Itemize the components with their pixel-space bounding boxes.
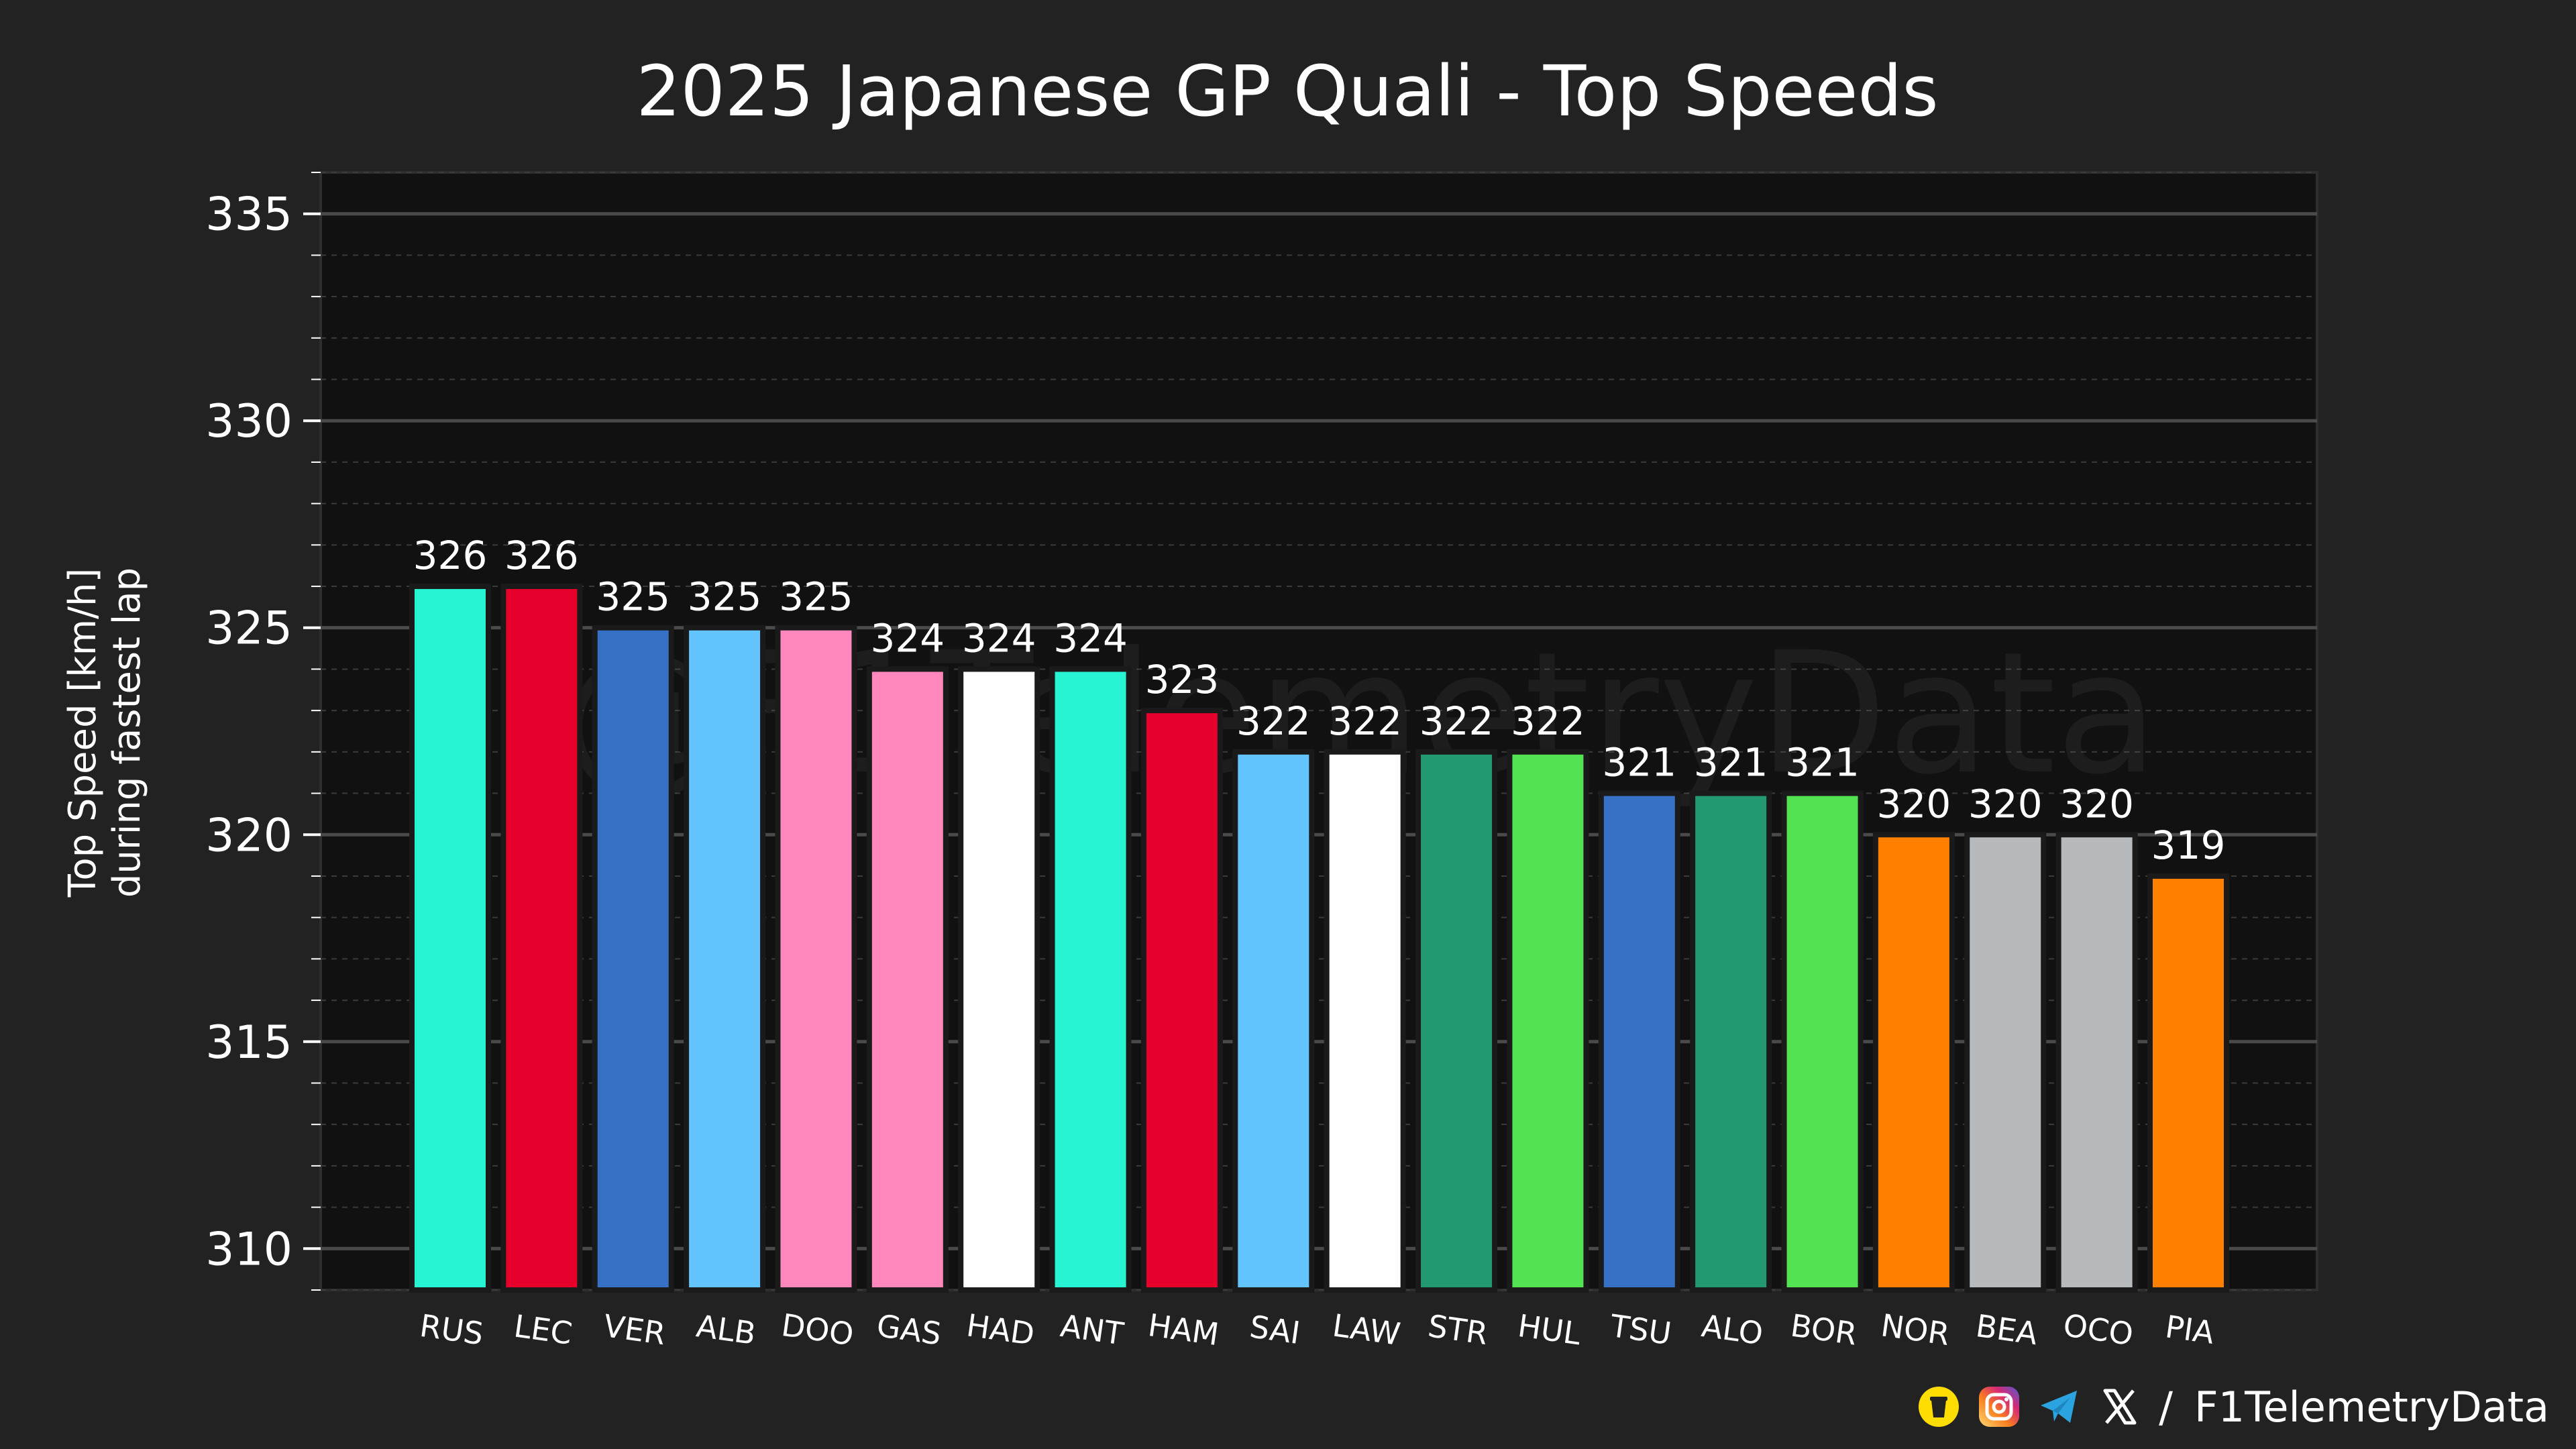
data-label: 325 — [779, 574, 853, 620]
data-label: 321 — [1785, 740, 1860, 786]
x-tick-label: TSU — [1607, 1307, 1674, 1352]
y-tick-label: 335 — [205, 189, 292, 241]
x-tick-label: HAM — [1146, 1307, 1221, 1352]
bar-bea — [1964, 832, 2047, 1293]
bar-pia — [2147, 873, 2229, 1293]
bar-lec — [500, 584, 583, 1293]
bar-doo — [775, 625, 857, 1293]
x-tick-label: LEC — [512, 1307, 574, 1352]
data-label: 320 — [1968, 781, 2043, 826]
bar-ant — [1049, 666, 1132, 1293]
data-label: 325 — [596, 574, 670, 620]
data-label: 322 — [1511, 698, 1585, 744]
y-tick-label: 325 — [205, 602, 292, 655]
data-label: 326 — [504, 533, 579, 578]
x-tick-label: HUL — [1515, 1307, 1583, 1352]
x-tick-label: BEA — [1974, 1307, 2040, 1352]
bar-had — [958, 666, 1040, 1293]
bar-nor — [1872, 832, 1955, 1293]
data-label: 321 — [1602, 740, 1676, 786]
bar-sai — [1232, 749, 1315, 1293]
data-label: 324 — [1053, 615, 1128, 661]
data-label: 323 — [1145, 657, 1220, 702]
x-tick-label: VER — [601, 1307, 667, 1352]
x-tick-label: SAI — [1248, 1308, 1303, 1351]
x-tick-label: LAW — [1330, 1307, 1403, 1352]
data-label: 322 — [1236, 698, 1311, 744]
y-axis-label: Top Speed [km/h] during fastest lap — [61, 568, 149, 898]
data-label: 321 — [1694, 740, 1768, 786]
x-tick-label: PIA — [2163, 1308, 2216, 1351]
data-label: 325 — [688, 574, 762, 620]
bar-gas — [866, 666, 949, 1293]
data-label: 319 — [2151, 822, 2226, 868]
bar-ver — [592, 625, 674, 1293]
x-tick-label: NOR — [1879, 1307, 1952, 1352]
x-tick-label: HAD — [964, 1307, 1036, 1352]
x-tick-label: RUS — [418, 1307, 486, 1352]
x-tick-label: STR — [1426, 1307, 1490, 1352]
x-tick-label: ALB — [694, 1307, 758, 1352]
bar-law — [1324, 749, 1406, 1293]
data-label: 320 — [1877, 781, 1951, 826]
bar-alo — [1690, 790, 1772, 1293]
y-tick-label: 315 — [205, 1016, 292, 1069]
footer-handle[interactable]: F1TelemetryData — [2194, 1382, 2549, 1432]
x-tick-label: DOO — [780, 1307, 856, 1352]
bar-bor — [1781, 790, 1864, 1293]
bar-oco — [2055, 832, 2138, 1293]
data-label: 326 — [413, 533, 488, 578]
bar-rus — [409, 584, 491, 1293]
footer-separator: / — [2159, 1382, 2173, 1432]
y-axis-label-line2: during fastest lap — [105, 568, 149, 898]
bar-hul — [1507, 749, 1589, 1293]
data-label: 324 — [962, 615, 1036, 661]
x-tick-label: ANT — [1059, 1307, 1126, 1352]
y-tick-label: 320 — [205, 809, 292, 862]
bar-str — [1415, 749, 1498, 1293]
bar-ham — [1140, 708, 1223, 1293]
y-tick-label: 310 — [205, 1223, 292, 1276]
y-tick-label: 330 — [205, 395, 292, 448]
instagram-icon[interactable] — [1978, 1385, 2021, 1428]
data-label: 320 — [2059, 781, 2134, 826]
x-tick-label: OCO — [2061, 1307, 2135, 1352]
footer: / F1TelemetryData — [1917, 1377, 2549, 1437]
chart-title: 2025 Japanese GP Quali - Top Speeds — [636, 50, 1938, 132]
y-axis-label-line1: Top Speed [km/h] — [61, 568, 105, 898]
data-label: 324 — [870, 615, 945, 661]
x-icon[interactable] — [2098, 1385, 2141, 1428]
data-label: 322 — [1328, 698, 1402, 744]
bar-tsu — [1598, 790, 1680, 1293]
x-tick-label: ALO — [1699, 1307, 1765, 1352]
x-tick-label: GAS — [875, 1307, 944, 1352]
coffee-icon[interactable] — [1917, 1385, 1960, 1428]
telegram-icon[interactable] — [2038, 1385, 2081, 1428]
data-label: 322 — [1419, 698, 1494, 744]
x-tick-label: BOR — [1788, 1307, 1859, 1352]
bar-alb — [684, 625, 766, 1293]
